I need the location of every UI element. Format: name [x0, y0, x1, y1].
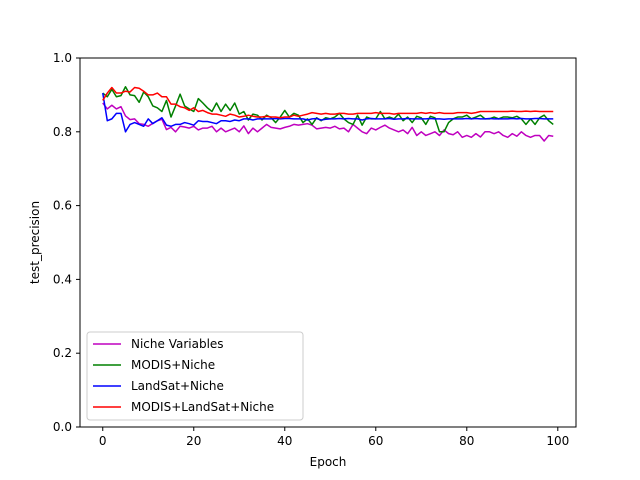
legend: Niche Variables MODIS+Niche LandSat+Niche M…	[86, 331, 304, 421]
plot-frame	[79, 57, 577, 428]
x-tick-label: 40	[277, 434, 292, 448]
legend-label: MODIS+Niche	[131, 358, 215, 372]
y-tick-label: 0.2	[53, 346, 72, 360]
series-line-1	[102, 102, 554, 142]
y-tick-label: 1.0	[53, 51, 72, 65]
legend-label: MODIS+LandSat+Niche	[131, 400, 274, 414]
x-tick-label: 0	[99, 434, 107, 448]
y-tick-label: 0.0	[53, 420, 72, 434]
legend-label: Niche Variables	[131, 337, 224, 351]
legend-box	[86, 331, 304, 421]
y-axis-ticks: 0.0 0.2 0.4 0.6 0.8 1.0	[53, 51, 80, 434]
x-tick-label: 20	[186, 434, 201, 448]
y-axis-label: test_precision	[28, 201, 42, 284]
x-tick-label: 60	[368, 434, 383, 448]
legend-label: LandSat+Niche	[131, 379, 224, 393]
series-line-3	[102, 92, 554, 133]
series-layer	[102, 86, 554, 142]
x-tick-label: 100	[546, 434, 569, 448]
series-line-4	[102, 86, 554, 119]
y-tick-label: 0.6	[53, 199, 72, 213]
x-tick-label: 80	[459, 434, 474, 448]
y-tick-label: 0.4	[53, 272, 72, 286]
x-axis-ticks: 0 20 40 60 80 100	[99, 427, 569, 448]
y-tick-label: 0.8	[53, 125, 72, 139]
x-axis-label: Epoch	[310, 455, 347, 469]
